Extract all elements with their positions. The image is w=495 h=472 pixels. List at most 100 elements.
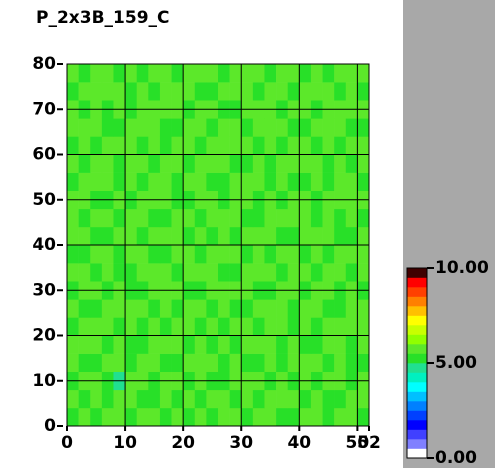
heat-cell: [241, 118, 254, 137]
heat-cell: [310, 64, 323, 83]
heat-cell: [183, 263, 196, 282]
heat-cell: [218, 118, 230, 137]
heat-cell: [357, 407, 370, 427]
heat-cell: [90, 245, 103, 264]
heat-cell: [113, 245, 126, 264]
heat-cell: [345, 226, 358, 246]
heat-cell: [229, 64, 242, 83]
heat-cell: [310, 245, 323, 264]
heat-cell: [136, 64, 149, 83]
heat-cell: [264, 64, 277, 83]
heat-cell: [276, 136, 288, 155]
heat-cell: [264, 317, 277, 336]
heat-cell: [90, 335, 103, 354]
heat-cell: [241, 353, 254, 372]
heat-cell: [345, 245, 358, 264]
plot-border: [66, 63, 370, 427]
heat-cell: [159, 407, 172, 427]
heat-cell: [78, 353, 91, 372]
heat-cell: [299, 154, 312, 173]
heat-cell: [171, 353, 184, 372]
heat-cell: [218, 335, 230, 354]
heat-cell: [322, 245, 335, 264]
heat-cell: [183, 172, 196, 191]
heat-cell: [334, 317, 347, 336]
y-tick-label: 80: [32, 54, 56, 74]
heat-cell: [78, 154, 91, 173]
x-tick-label: 52: [357, 433, 381, 453]
heat-cell: [90, 407, 103, 427]
heat-cell: [299, 263, 312, 282]
heat-cell: [345, 263, 358, 282]
heat-cell: [78, 82, 91, 101]
heat-cell: [194, 154, 207, 173]
heat-cell: [276, 389, 288, 409]
heat-cell: [322, 335, 335, 354]
heat-cell: [171, 317, 184, 336]
y-tick-label: 30: [32, 280, 56, 300]
heat-cell: [322, 299, 335, 318]
heat-cell: [206, 407, 219, 427]
heat-cell: [159, 82, 172, 101]
heat-cell: [264, 407, 277, 427]
y-tick-label: 0: [44, 416, 56, 436]
heat-cell: [90, 299, 103, 318]
heat-cell: [67, 389, 79, 409]
x-tick-label: 40: [287, 433, 311, 453]
heat-cell: [310, 82, 323, 101]
heat-cell: [136, 136, 149, 155]
heat-cell: [299, 208, 312, 228]
heat-cell: [101, 118, 114, 137]
heat-cell: [148, 82, 161, 101]
heat-cell: [241, 389, 254, 409]
colorbar-step: [407, 287, 427, 297]
heat-cell: [67, 317, 79, 336]
heat-cell: [101, 82, 114, 101]
heat-cell: [264, 226, 277, 246]
heat-cell: [159, 389, 172, 409]
heat-cell: [310, 136, 323, 155]
heat-cell: [148, 407, 161, 427]
heat-cell: [78, 226, 91, 246]
heat-cell: [194, 208, 207, 228]
heat-cell: [252, 208, 265, 228]
colorbar-step: [407, 372, 427, 383]
heat-cell: [148, 208, 161, 228]
heat-cell: [252, 82, 265, 101]
y-tick-label: 50: [32, 190, 56, 210]
heat-cell: [101, 64, 114, 83]
heat-cell: [287, 172, 300, 191]
heat-cell: [90, 389, 103, 409]
heat-cell: [113, 208, 126, 228]
heat-cell: [299, 64, 312, 83]
heat-cell: [78, 118, 91, 137]
heat-cell: [322, 154, 335, 173]
heat-cell: [218, 407, 230, 427]
heat-cell: [218, 136, 230, 155]
heat-cell: [229, 263, 242, 282]
heat-cell: [241, 245, 254, 264]
heat-cell: [322, 389, 335, 409]
heat-cell: [276, 299, 288, 318]
heat-cell: [206, 245, 219, 264]
heat-cell: [67, 154, 79, 173]
heat-cell: [310, 335, 323, 354]
heat-cell: [357, 263, 370, 282]
heat-cell: [345, 389, 358, 409]
heat-cell: [171, 82, 184, 101]
heat-cell: [183, 407, 196, 427]
heat-cell: [206, 136, 219, 155]
heat-cell: [90, 226, 103, 246]
heat-cell: [159, 172, 172, 191]
heat-cell: [287, 317, 300, 336]
heat-cell: [229, 407, 242, 427]
heat-cell: [125, 389, 137, 409]
heat-cell: [218, 64, 230, 83]
heat-cell: [113, 263, 126, 282]
heat-cell: [194, 353, 207, 372]
heat-cell: [67, 136, 79, 155]
heat-cell: [67, 263, 79, 282]
heat-cell: [171, 226, 184, 246]
